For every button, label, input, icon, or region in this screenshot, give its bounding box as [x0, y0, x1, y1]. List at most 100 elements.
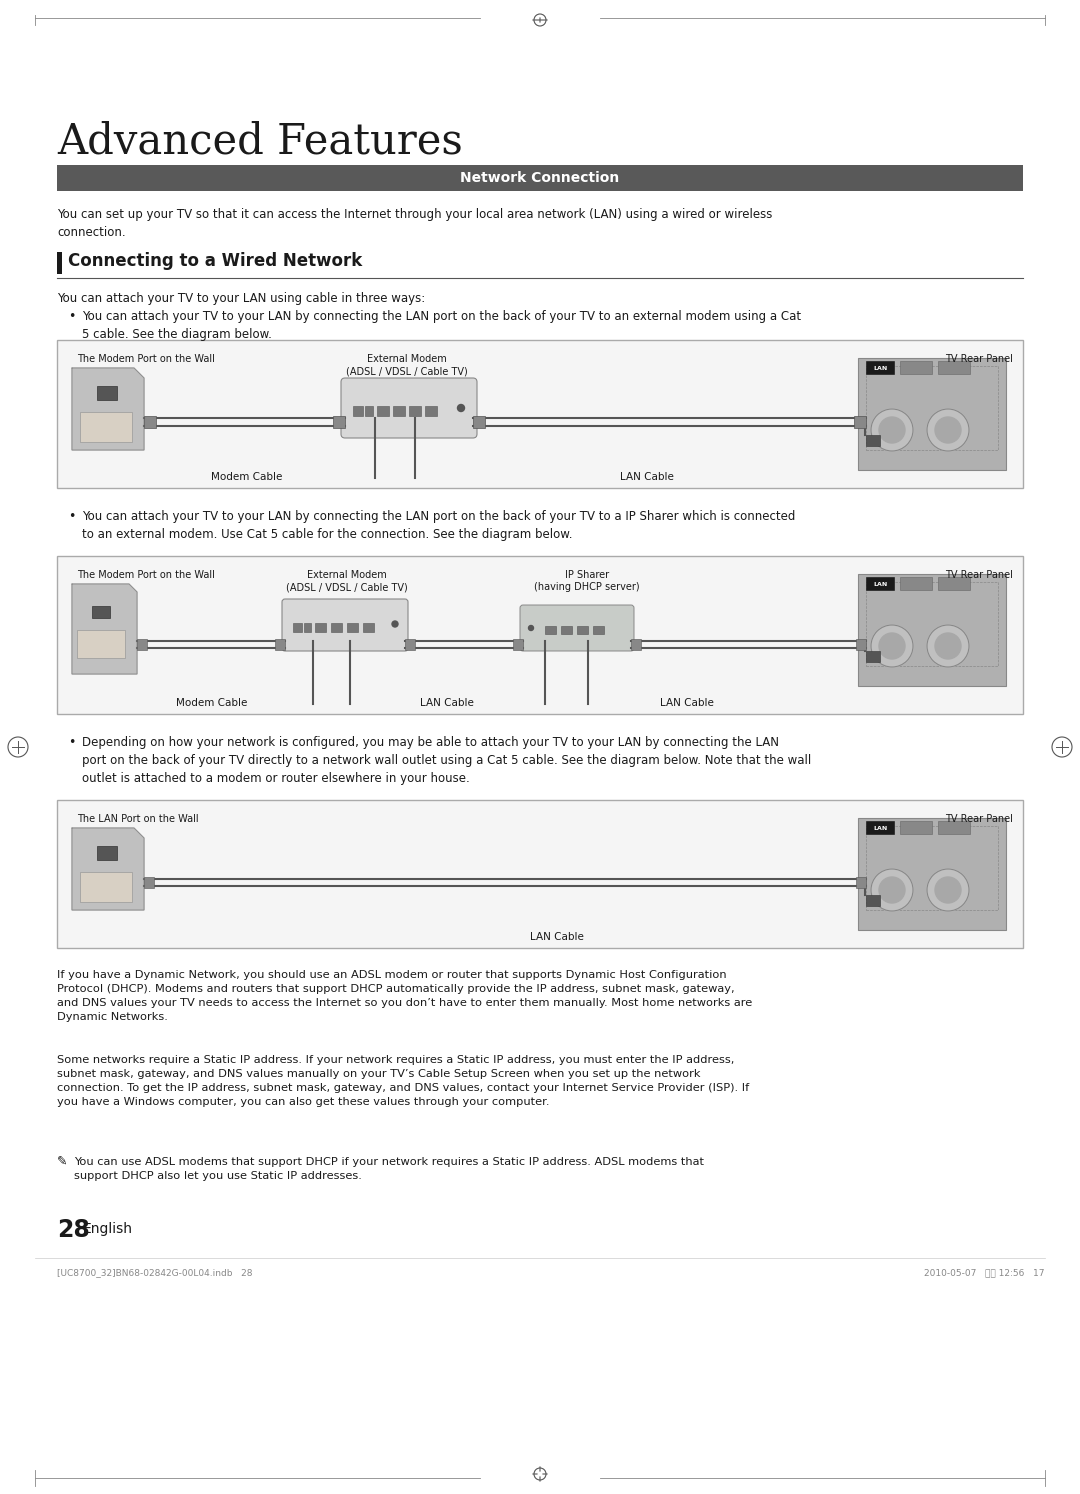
Text: 2010-05-07   오후 12:56   17: 2010-05-07 오후 12:56 17 — [924, 1268, 1045, 1277]
Bar — [513, 639, 523, 650]
Bar — [866, 822, 894, 834]
Bar — [856, 877, 866, 887]
Bar — [97, 385, 117, 400]
Bar — [363, 623, 374, 632]
Bar — [939, 577, 970, 590]
Text: LAN: LAN — [873, 366, 887, 371]
Circle shape — [870, 870, 913, 911]
Text: External Modem
(ADSL / VDSL / Cable TV): External Modem (ADSL / VDSL / Cable TV) — [346, 354, 468, 376]
Bar — [315, 623, 326, 632]
Text: Advanced Features: Advanced Features — [57, 120, 462, 161]
Circle shape — [935, 877, 961, 902]
Bar — [393, 406, 405, 415]
Circle shape — [935, 417, 961, 444]
Text: You can use ADSL modems that support DHCP if your network requires a Static IP a: You can use ADSL modems that support DHC… — [75, 1156, 704, 1180]
Bar — [275, 639, 285, 650]
Text: You can attach your TV to your LAN using cable in three ways:: You can attach your TV to your LAN using… — [57, 291, 426, 305]
Bar — [353, 406, 363, 415]
Bar — [333, 415, 345, 427]
Bar — [57, 799, 1023, 949]
FancyBboxPatch shape — [282, 599, 408, 651]
Polygon shape — [72, 368, 144, 450]
Bar — [80, 872, 132, 902]
Bar — [57, 341, 1023, 489]
Text: TV Rear Panel: TV Rear Panel — [945, 571, 1013, 580]
Text: •: • — [68, 509, 76, 523]
Text: TV Rear Panel: TV Rear Panel — [945, 814, 1013, 825]
Text: Network Connection: Network Connection — [460, 170, 620, 185]
Circle shape — [927, 624, 969, 666]
Bar — [57, 252, 62, 273]
Bar — [473, 415, 485, 427]
FancyBboxPatch shape — [519, 605, 634, 651]
Bar — [347, 623, 357, 632]
Text: You can attach your TV to your LAN by connecting the LAN port on the back of you: You can attach your TV to your LAN by co… — [82, 509, 795, 541]
Text: Connecting to a Wired Network: Connecting to a Wired Network — [68, 252, 362, 270]
Bar — [77, 630, 125, 657]
Polygon shape — [72, 828, 144, 910]
Circle shape — [879, 633, 905, 659]
Bar — [409, 406, 421, 415]
Bar — [866, 435, 880, 447]
Text: LAN: LAN — [873, 826, 887, 831]
Text: External Modem
(ADSL / VDSL / Cable TV): External Modem (ADSL / VDSL / Cable TV) — [286, 571, 408, 593]
Bar — [866, 362, 894, 374]
Text: TV Rear Panel: TV Rear Panel — [945, 354, 1013, 365]
Bar — [900, 577, 932, 590]
Bar — [561, 626, 572, 633]
Text: The Modem Port on the Wall: The Modem Port on the Wall — [77, 354, 215, 365]
Circle shape — [879, 877, 905, 902]
Text: Some networks require a Static IP address. If your network requires a Static IP : Some networks require a Static IP addres… — [57, 1055, 750, 1107]
Polygon shape — [72, 584, 137, 674]
Text: The Modem Port on the Wall: The Modem Port on the Wall — [77, 571, 215, 580]
Text: LAN Cable: LAN Cable — [660, 698, 714, 708]
Text: LAN Cable: LAN Cable — [620, 472, 674, 483]
Bar — [330, 623, 342, 632]
Bar — [545, 626, 556, 633]
Bar — [377, 406, 389, 415]
Circle shape — [392, 622, 399, 627]
Text: [UC8700_32]BN68-02842G-00L04.indb   28: [UC8700_32]BN68-02842G-00L04.indb 28 — [57, 1268, 253, 1277]
Circle shape — [870, 409, 913, 451]
Text: English: English — [83, 1222, 133, 1236]
Bar — [144, 877, 154, 887]
Bar — [900, 822, 932, 834]
Bar — [577, 626, 588, 633]
Text: LAN Cable: LAN Cable — [420, 698, 474, 708]
Bar — [866, 577, 894, 590]
Text: Depending on how your network is configured, you may be able to attach your TV t: Depending on how your network is configu… — [82, 737, 811, 784]
Bar — [80, 412, 132, 442]
Bar — [939, 822, 970, 834]
Bar — [858, 574, 1005, 686]
Bar — [426, 406, 437, 415]
Circle shape — [458, 405, 464, 411]
Text: Modem Cable: Modem Cable — [176, 698, 247, 708]
Bar — [405, 639, 415, 650]
Text: The LAN Port on the Wall: The LAN Port on the Wall — [77, 814, 199, 825]
Bar — [57, 164, 1023, 191]
Text: 28: 28 — [57, 1218, 90, 1242]
Bar — [631, 639, 642, 650]
Text: You can set up your TV so that it can access the Internet through your local are: You can set up your TV so that it can ac… — [57, 208, 772, 239]
Bar — [858, 819, 1005, 929]
FancyBboxPatch shape — [341, 378, 477, 438]
Bar — [593, 626, 604, 633]
Circle shape — [528, 626, 534, 630]
Bar — [97, 846, 117, 861]
Bar — [866, 651, 880, 662]
Bar — [939, 362, 970, 374]
Bar — [900, 362, 932, 374]
Text: •: • — [68, 737, 76, 748]
Circle shape — [935, 633, 961, 659]
Bar — [137, 639, 147, 650]
Bar — [866, 895, 880, 905]
Circle shape — [927, 409, 969, 451]
Bar — [854, 415, 866, 427]
Text: IP Sharer
(having DHCP server): IP Sharer (having DHCP server) — [535, 571, 639, 593]
Text: If you have a Dynamic Network, you should use an ADSL modem or router that suppo: If you have a Dynamic Network, you shoul… — [57, 970, 753, 1022]
Bar — [92, 607, 110, 619]
Text: LAN: LAN — [873, 581, 887, 587]
Bar — [293, 623, 302, 632]
Text: LAN Cable: LAN Cable — [530, 932, 584, 943]
Bar — [144, 415, 156, 427]
